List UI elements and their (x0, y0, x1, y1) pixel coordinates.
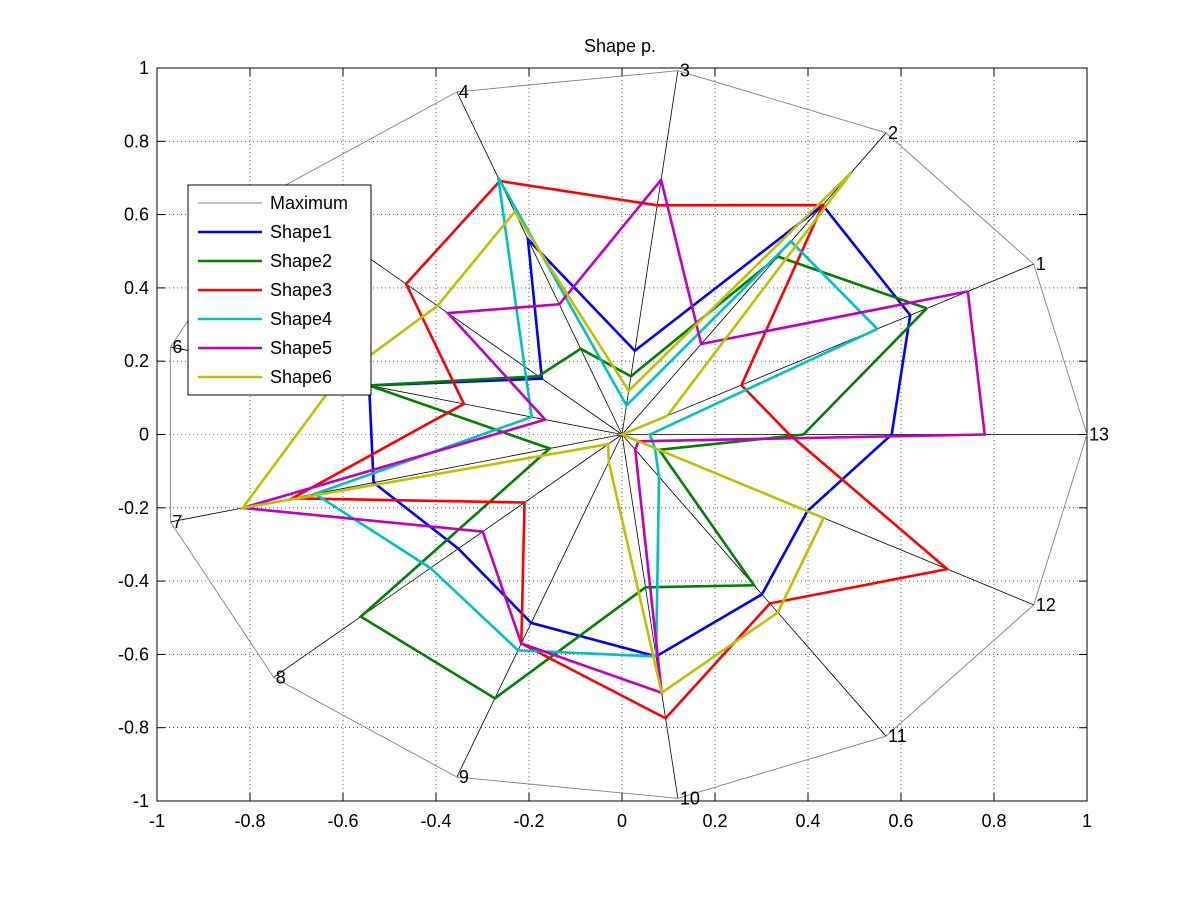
spoke-label: 12 (1036, 595, 1056, 615)
legend-label: Maximum (270, 193, 348, 213)
x-tick-label: -0.6 (327, 811, 358, 831)
legend-label: Shape4 (270, 309, 332, 329)
x-tick-label: 0 (617, 811, 627, 831)
y-tick-label: -1 (133, 791, 149, 811)
series-line-shape3 (287, 179, 951, 720)
spoke-line (456, 434, 623, 778)
chart-title: Shape p. (584, 36, 656, 56)
spoke-label: 6 (172, 337, 182, 357)
series-line-shape2 (358, 255, 928, 700)
y-axis-ticks: 1 0.8 0.6 0.4 0.2 0 -0.2 -0.4 -0.6 -0.8 -1 (118, 58, 1087, 811)
y-tick-label: 0 (139, 425, 149, 445)
x-tick-label: -0.4 (420, 811, 451, 831)
plot-area: 12345678910111213 (156, 61, 1109, 809)
y-tick-label: 0.4 (124, 278, 149, 298)
y-tick-label: -0.2 (118, 498, 149, 518)
spoke-label: 3 (680, 61, 690, 81)
x-tick-label: 0.4 (795, 811, 820, 831)
x-tick-label: -0.2 (513, 811, 544, 831)
legend-label: Shape2 (270, 251, 332, 271)
legend-label: Shape6 (270, 367, 332, 387)
y-tick-label: 0.8 (124, 131, 149, 151)
spoke-label: 4 (459, 82, 469, 102)
y-tick-label: 1 (139, 58, 149, 78)
legend: Maximum Shape1 Shape2 Shape3 Shape4 Shape5 Sha… (187, 184, 372, 396)
series-line-shape6 (239, 171, 853, 695)
x-tick-label: -1 (149, 811, 165, 831)
x-tick-label: 0.6 (888, 811, 913, 831)
y-tick-label: -0.4 (118, 571, 149, 591)
x-tick-label: 1 (1082, 811, 1092, 831)
spoke-label: 10 (680, 788, 700, 808)
series-line-shape5 (242, 176, 987, 695)
legend-label: Shape3 (270, 280, 332, 300)
y-tick-label: -0.8 (118, 718, 149, 738)
legend-label: Shape5 (270, 338, 332, 358)
spoke-label: 9 (459, 767, 469, 787)
y-tick-label: 0.2 (124, 351, 149, 371)
spoke-line (273, 434, 623, 678)
x-tick-label: 0.2 (702, 811, 727, 831)
spoke-label: 8 (276, 667, 286, 687)
series-group (169, 70, 1088, 799)
y-tick-label: 0.6 (124, 205, 149, 225)
spoke-label: 13 (1089, 425, 1109, 445)
x-tick-label: -0.8 (234, 811, 265, 831)
series-line-maximum (169, 70, 1088, 799)
spoke-label: 1 (1036, 254, 1046, 274)
spoke-line (621, 70, 679, 435)
spoke-label: 2 (888, 123, 898, 143)
x-axis-ticks: -1 -0.8 -0.6 -0.4 -0.2 0 0.2 0.4 0.6 0.8 1 (149, 68, 1092, 831)
spoke-line (456, 91, 623, 435)
spoke-label: 7 (172, 512, 182, 532)
series-line-shape4 (311, 176, 879, 658)
y-tick-label: -0.6 (118, 644, 149, 664)
spoke-label: 11 (888, 726, 907, 746)
x-tick-label: 0.8 (981, 811, 1006, 831)
legend-label: Shape1 (270, 222, 332, 242)
series-line-shape1 (367, 203, 912, 658)
spoke-line (621, 434, 679, 799)
spoke-labels: 12345678910111213 (172, 61, 1109, 809)
